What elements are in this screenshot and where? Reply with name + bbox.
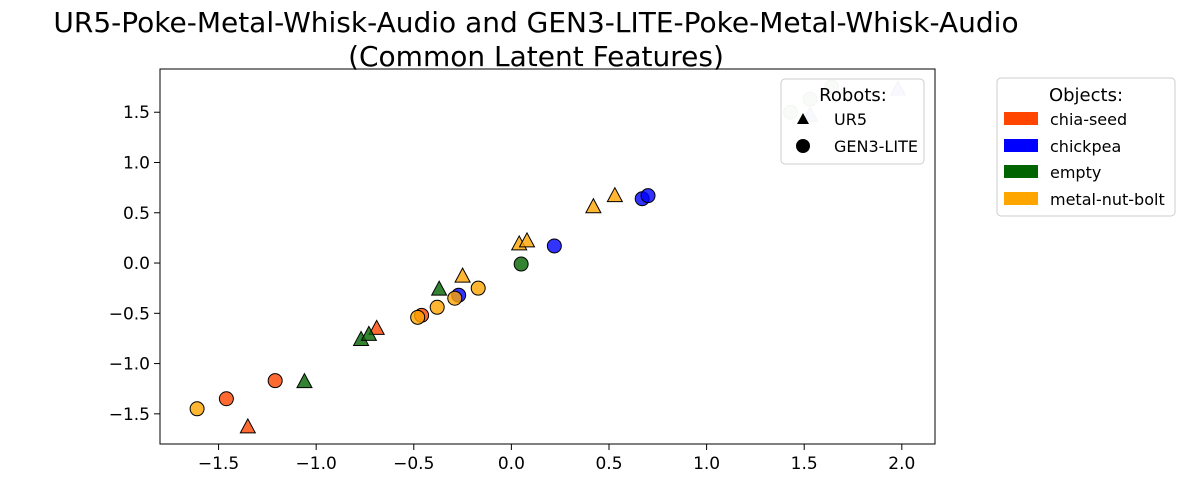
y-tick-label: 0.5 bbox=[123, 204, 150, 224]
robots-legend-title: Robots: bbox=[819, 85, 887, 106]
robots-legend-box bbox=[780, 78, 925, 165]
metal-nut-bolt-ur5-point bbox=[518, 231, 536, 248]
robots-legend: Robots: UR5 GEN3-LITE bbox=[780, 78, 925, 165]
empty-legend-label: empty bbox=[1050, 163, 1101, 182]
chickpea-legend-swatch bbox=[1004, 139, 1038, 152]
metal-nut-bolt-ur5-point bbox=[606, 186, 624, 203]
chart-title-line-2: (Common Latent Features) bbox=[348, 40, 724, 73]
x-axis: −1.5 −1.0 −0.5 0.0 0.5 1.0 1.5 2.0 bbox=[198, 444, 915, 474]
plot-frame bbox=[159, 68, 936, 445]
objects-legend-title: Objects: bbox=[1049, 85, 1123, 106]
x-tick-label: 1.5 bbox=[791, 454, 818, 474]
x-tick-label: −1.5 bbox=[198, 454, 239, 474]
y-tick-label: −0.5 bbox=[109, 304, 150, 324]
metal-nut-bolt-gen3-lite-point bbox=[410, 309, 426, 325]
objects-legend-box bbox=[996, 77, 1176, 217]
chia-seed-gen3-lite-point bbox=[218, 391, 234, 407]
chart-title-line-1: UR5-Poke-Metal-Whisk-Audio and GEN3-LITE… bbox=[53, 6, 1018, 39]
ur5-legend-marker bbox=[797, 113, 809, 124]
chia-seed-gen3-lite-point bbox=[267, 373, 283, 389]
chart-title: UR5-Poke-Metal-Whisk-Audio and GEN3-LITE… bbox=[53, 6, 1018, 73]
x-tick-label: −1.0 bbox=[296, 454, 337, 474]
x-tick-label: 0.0 bbox=[498, 454, 525, 474]
metal-nut-bolt-legend-swatch bbox=[1004, 192, 1038, 205]
gen3-lite-legend-marker bbox=[796, 139, 810, 153]
y-tick-label: 1.0 bbox=[123, 153, 150, 173]
metal-nut-bolt-ur5-point bbox=[454, 267, 471, 283]
chia-seed-legend-swatch bbox=[1004, 112, 1038, 125]
chickpea-gen3-lite-point bbox=[546, 238, 562, 254]
objects-legend: Objects: chia-seed chickpea empty metal-… bbox=[996, 77, 1176, 217]
metal-nut-bolt-gen3-lite-point bbox=[470, 280, 486, 296]
y-tick-label: 1.5 bbox=[123, 103, 150, 123]
x-tick-label: 1.0 bbox=[693, 454, 720, 474]
metal-nut-bolt-ur5-point bbox=[585, 197, 602, 214]
chickpea-gen3-lite-point bbox=[640, 188, 656, 204]
empty-legend-swatch bbox=[1004, 165, 1038, 178]
gen3-lite-legend-label: GEN3-LITE bbox=[834, 137, 918, 156]
metal-nut-bolt-gen3-lite-point bbox=[189, 401, 205, 417]
empty-ur5-point bbox=[296, 372, 313, 389]
metal-nut-bolt-gen3-lite-point bbox=[429, 299, 445, 315]
metal-nut-bolt-legend-label: metal-nut-bolt bbox=[1050, 190, 1165, 209]
y-tick-label: −1.0 bbox=[109, 355, 150, 375]
x-tick-label: 0.5 bbox=[595, 454, 622, 474]
chickpea-legend-label: chickpea bbox=[1050, 137, 1121, 156]
chia-seed-ur5-point bbox=[368, 319, 386, 335]
empty-gen3-lite-point bbox=[513, 256, 529, 272]
empty-ur5-point bbox=[360, 325, 378, 341]
y-tick-label: 0.0 bbox=[123, 254, 150, 274]
metal-nut-bolt-gen3-lite-point bbox=[447, 290, 463, 306]
chia-seed-ur5-point bbox=[239, 417, 257, 434]
x-tick-label: 2.0 bbox=[888, 454, 915, 474]
x-tick-label: −0.5 bbox=[393, 454, 434, 474]
ur5-legend-label: UR5 bbox=[834, 110, 867, 129]
chia-seed-legend-label: chia-seed bbox=[1050, 110, 1127, 129]
y-axis: −1.5 −1.0 −0.5 0.0 0.5 1.0 1.5 bbox=[109, 103, 160, 425]
y-tick-label: −1.5 bbox=[109, 405, 150, 425]
empty-ur5-point bbox=[430, 280, 448, 296]
